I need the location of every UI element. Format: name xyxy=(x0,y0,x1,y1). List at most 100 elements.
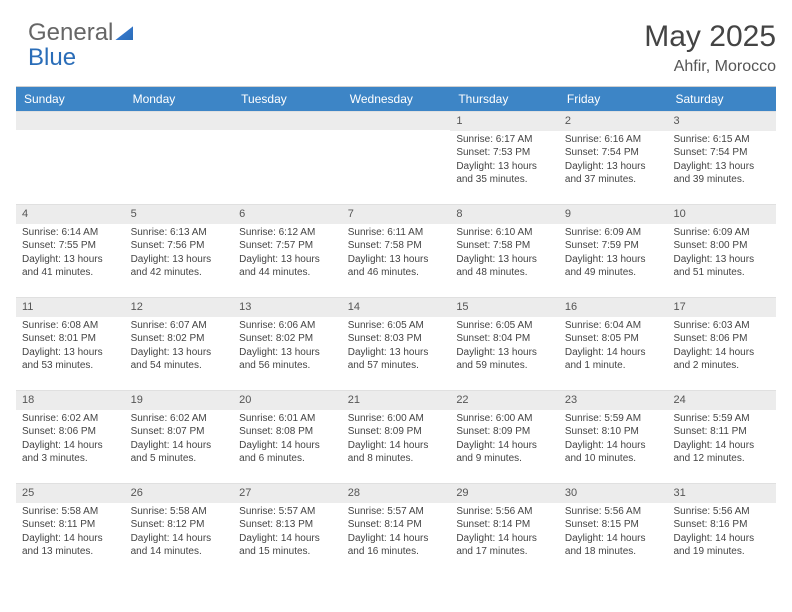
day-cell: 30Sunrise: 5:56 AMSunset: 8:15 PMDayligh… xyxy=(559,484,668,576)
day-cell: 2Sunrise: 6:16 AMSunset: 7:54 PMDaylight… xyxy=(559,112,668,204)
sunset-text: Sunset: 8:01 PM xyxy=(22,332,119,346)
sunrise-text: Sunrise: 6:06 AM xyxy=(239,319,336,333)
day-cell: 26Sunrise: 5:58 AMSunset: 8:12 PMDayligh… xyxy=(125,484,234,576)
day-details: Sunrise: 5:59 AMSunset: 8:11 PMDaylight:… xyxy=(667,410,776,470)
day-number: 13 xyxy=(233,298,342,317)
daylight-text: Daylight: 13 hours and 49 minutes. xyxy=(565,253,662,280)
day-number: 8 xyxy=(450,205,559,224)
day-details: Sunrise: 6:13 AMSunset: 7:56 PMDaylight:… xyxy=(125,224,234,284)
sunset-text: Sunset: 8:03 PM xyxy=(348,332,445,346)
day-number: 30 xyxy=(559,484,668,503)
sunrise-text: Sunrise: 5:56 AM xyxy=(565,505,662,519)
sunrise-text: Sunrise: 6:02 AM xyxy=(22,412,119,426)
day-details: Sunrise: 5:59 AMSunset: 8:10 PMDaylight:… xyxy=(559,410,668,470)
daylight-text: Daylight: 13 hours and 46 minutes. xyxy=(348,253,445,280)
day-number: 1 xyxy=(450,112,559,131)
day-number: 4 xyxy=(16,205,125,224)
week-row: 11Sunrise: 6:08 AMSunset: 8:01 PMDayligh… xyxy=(16,297,776,390)
weekday-header: Tuesday xyxy=(233,87,342,111)
daylight-text: Daylight: 13 hours and 42 minutes. xyxy=(131,253,228,280)
sunrise-text: Sunrise: 6:08 AM xyxy=(22,319,119,333)
day-number: 15 xyxy=(450,298,559,317)
day-number: 21 xyxy=(342,391,451,410)
daylight-text: Daylight: 13 hours and 35 minutes. xyxy=(456,160,553,187)
day-details: Sunrise: 6:04 AMSunset: 8:05 PMDaylight:… xyxy=(559,317,668,377)
daylight-text: Daylight: 13 hours and 56 minutes. xyxy=(239,346,336,373)
day-cell: 27Sunrise: 5:57 AMSunset: 8:13 PMDayligh… xyxy=(233,484,342,576)
sunset-text: Sunset: 7:55 PM xyxy=(22,239,119,253)
daylight-text: Daylight: 14 hours and 8 minutes. xyxy=(348,439,445,466)
weekday-header-row: Sunday Monday Tuesday Wednesday Thursday… xyxy=(16,87,776,111)
daylight-text: Daylight: 14 hours and 18 minutes. xyxy=(565,532,662,559)
daylight-text: Daylight: 14 hours and 9 minutes. xyxy=(456,439,553,466)
sunset-text: Sunset: 8:11 PM xyxy=(22,518,119,532)
day-details: Sunrise: 5:57 AMSunset: 8:14 PMDaylight:… xyxy=(342,503,451,563)
day-details: Sunrise: 6:03 AMSunset: 8:06 PMDaylight:… xyxy=(667,317,776,377)
brand-word2: Blue xyxy=(28,44,76,71)
day-number: 6 xyxy=(233,205,342,224)
sunset-text: Sunset: 8:14 PM xyxy=(456,518,553,532)
weekday-header: Monday xyxy=(125,87,234,111)
day-number: 23 xyxy=(559,391,668,410)
day-cell xyxy=(125,112,234,204)
day-cell: 1Sunrise: 6:17 AMSunset: 7:53 PMDaylight… xyxy=(450,112,559,204)
day-number: 20 xyxy=(233,391,342,410)
day-cell: 28Sunrise: 5:57 AMSunset: 8:14 PMDayligh… xyxy=(342,484,451,576)
sunset-text: Sunset: 7:59 PM xyxy=(565,239,662,253)
weekday-header: Friday xyxy=(559,87,668,111)
daylight-text: Daylight: 14 hours and 13 minutes. xyxy=(22,532,119,559)
daylight-text: Daylight: 13 hours and 53 minutes. xyxy=(22,346,119,373)
sunrise-text: Sunrise: 6:01 AM xyxy=(239,412,336,426)
day-details: Sunrise: 6:15 AMSunset: 7:54 PMDaylight:… xyxy=(667,131,776,191)
sunrise-text: Sunrise: 6:10 AM xyxy=(456,226,553,240)
day-cell: 20Sunrise: 6:01 AMSunset: 8:08 PMDayligh… xyxy=(233,391,342,483)
day-details: Sunrise: 6:06 AMSunset: 8:02 PMDaylight:… xyxy=(233,317,342,377)
sunrise-text: Sunrise: 6:05 AM xyxy=(348,319,445,333)
day-cell: 8Sunrise: 6:10 AMSunset: 7:58 PMDaylight… xyxy=(450,205,559,297)
sunset-text: Sunset: 8:12 PM xyxy=(131,518,228,532)
weekday-header: Sunday xyxy=(16,87,125,111)
daylight-text: Daylight: 13 hours and 37 minutes. xyxy=(565,160,662,187)
sunrise-text: Sunrise: 6:17 AM xyxy=(456,133,553,147)
day-cell: 9Sunrise: 6:09 AMSunset: 7:59 PMDaylight… xyxy=(559,205,668,297)
day-details: Sunrise: 6:02 AMSunset: 8:07 PMDaylight:… xyxy=(125,410,234,470)
sunset-text: Sunset: 7:58 PM xyxy=(456,239,553,253)
daylight-text: Daylight: 14 hours and 19 minutes. xyxy=(673,532,770,559)
sunrise-text: Sunrise: 6:04 AM xyxy=(565,319,662,333)
sunrise-text: Sunrise: 6:05 AM xyxy=(456,319,553,333)
day-number: 11 xyxy=(16,298,125,317)
day-number: 24 xyxy=(667,391,776,410)
day-details: Sunrise: 6:12 AMSunset: 7:57 PMDaylight:… xyxy=(233,224,342,284)
day-number: 10 xyxy=(667,205,776,224)
day-details: Sunrise: 6:16 AMSunset: 7:54 PMDaylight:… xyxy=(559,131,668,191)
day-number: 17 xyxy=(667,298,776,317)
day-cell: 6Sunrise: 6:12 AMSunset: 7:57 PMDaylight… xyxy=(233,205,342,297)
day-details: Sunrise: 6:05 AMSunset: 8:03 PMDaylight:… xyxy=(342,317,451,377)
day-number: 12 xyxy=(125,298,234,317)
daylight-text: Daylight: 13 hours and 39 minutes. xyxy=(673,160,770,187)
sunset-text: Sunset: 8:02 PM xyxy=(239,332,336,346)
day-details: Sunrise: 6:09 AMSunset: 7:59 PMDaylight:… xyxy=(559,224,668,284)
day-details: Sunrise: 5:58 AMSunset: 8:11 PMDaylight:… xyxy=(16,503,125,563)
sunset-text: Sunset: 8:06 PM xyxy=(22,425,119,439)
day-details: Sunrise: 6:01 AMSunset: 8:08 PMDaylight:… xyxy=(233,410,342,470)
brand-logo: GeneralBlue xyxy=(16,20,135,70)
daylight-text: Daylight: 14 hours and 17 minutes. xyxy=(456,532,553,559)
sunrise-text: Sunrise: 5:57 AM xyxy=(348,505,445,519)
day-number: 22 xyxy=(450,391,559,410)
weekday-header: Saturday xyxy=(667,87,776,111)
day-number: 29 xyxy=(450,484,559,503)
sunrise-text: Sunrise: 6:16 AM xyxy=(565,133,662,147)
day-details: Sunrise: 5:58 AMSunset: 8:12 PMDaylight:… xyxy=(125,503,234,563)
day-cell: 10Sunrise: 6:09 AMSunset: 8:00 PMDayligh… xyxy=(667,205,776,297)
day-number xyxy=(16,112,125,130)
sunrise-text: Sunrise: 6:09 AM xyxy=(565,226,662,240)
day-details: Sunrise: 5:56 AMSunset: 8:16 PMDaylight:… xyxy=(667,503,776,563)
sunset-text: Sunset: 8:04 PM xyxy=(456,332,553,346)
day-number: 2 xyxy=(559,112,668,131)
daylight-text: Daylight: 14 hours and 12 minutes. xyxy=(673,439,770,466)
sunrise-text: Sunrise: 5:57 AM xyxy=(239,505,336,519)
day-cell: 24Sunrise: 5:59 AMSunset: 8:11 PMDayligh… xyxy=(667,391,776,483)
day-details: Sunrise: 6:11 AMSunset: 7:58 PMDaylight:… xyxy=(342,224,451,284)
day-cell: 5Sunrise: 6:13 AMSunset: 7:56 PMDaylight… xyxy=(125,205,234,297)
